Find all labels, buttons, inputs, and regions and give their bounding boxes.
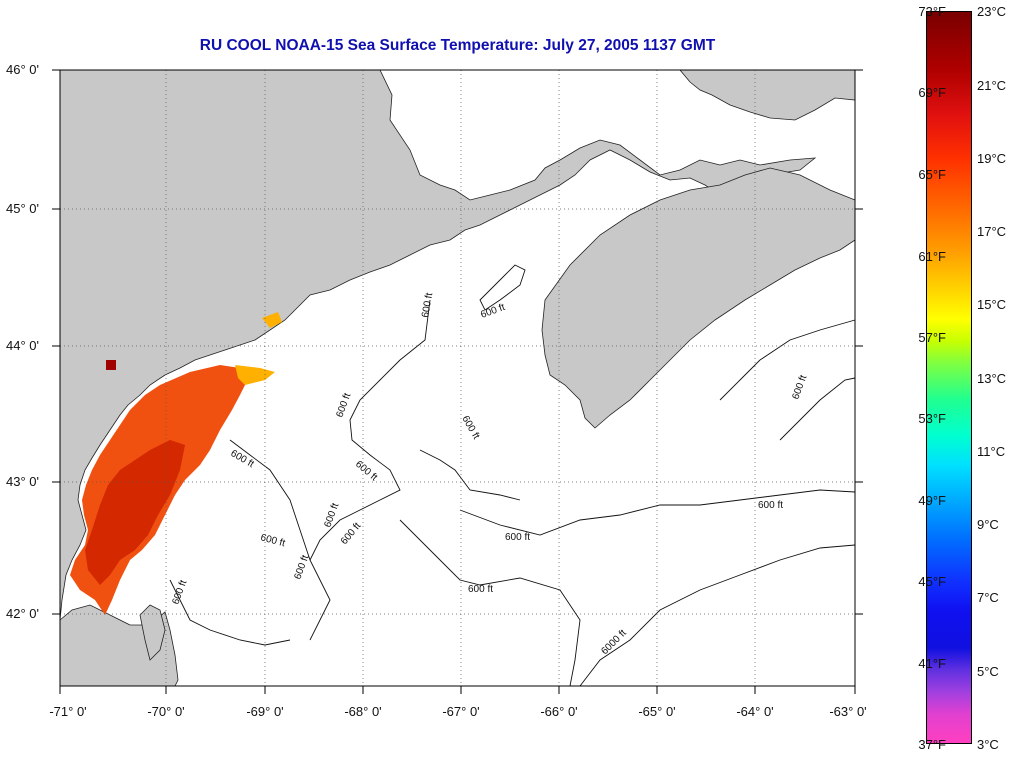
latitude-label: 45° 0' [6,201,39,216]
contour-line-8 [479,264,526,311]
contour-label: 600 ft [758,500,783,511]
contour-label: 600 ft [505,532,530,543]
longitude-label: -65° 0' [638,704,676,719]
contour-line-10 [419,449,521,501]
longitude-label: -68° 0' [344,704,382,719]
colorbar-fahrenheit-label: 49°F [918,493,946,508]
sst-plume-core [85,440,185,585]
colorbar-fahrenheit-label: 37°F [918,737,946,752]
longitude-label: -69° 0' [246,704,284,719]
colorbar-celsius-label: 5°C [977,664,999,679]
colorbar-celsius-label: 11°C [977,444,1006,459]
colorbar-celsius-label: 7°C [977,590,999,605]
colorbar-celsius-label: 19°C [977,151,1007,166]
colorbar-celsius-label: 17°C [977,224,1007,239]
longitude-label: -71° 0' [49,704,87,719]
sst-patch-small [106,360,116,370]
depth-contours [169,264,856,687]
colorbar-fahrenheit-label: 53°F [918,411,946,426]
longitude-label: -66° 0' [540,704,578,719]
longitude-label: -64° 0' [736,704,774,719]
longitude-label: -70° 0' [147,704,185,719]
contour-line-5 [579,544,856,687]
latitude-label: 44° 0' [6,338,39,353]
land-new-england [59,69,817,621]
map-title: RU COOL NOAA-15 Sea Surface Temperature:… [199,37,716,54]
contour-line-3 [399,519,581,687]
colorbar-fahrenheit-label: 41°F [918,656,946,671]
sst-plume [70,312,282,615]
colorbar-celsius-label: 23°C [977,4,1007,19]
sst-plume-edge-2 [262,312,282,328]
contour-line-9 [169,579,291,646]
latitude-label: 46° 0' [6,62,39,77]
land-masses [59,69,856,687]
colorbar-fahrenheit-label: 65°F [918,167,946,182]
contour-line-4 [459,489,856,536]
colorbar-fahrenheit-label: 73°F [918,4,946,19]
contour-label: 600 ft [468,584,493,595]
colorbar-celsius-label: 9°C [977,517,999,532]
colorbar-fahrenheit-label: 61°F [918,249,946,264]
contour-line-1 [309,299,431,641]
colorbar-fahrenheit-label: 45°F [918,574,946,589]
land-cape-cod-arm [139,604,166,661]
tick-marks [52,69,863,694]
colorbar-celsius-label: 13°C [977,371,1007,386]
colorbar-fahrenheit-label: 57°F [918,330,946,345]
colorbar-celsius-label: 21°C [977,78,1007,93]
colorbar-celsius-label: 15°C [977,297,1007,312]
plot-frame [59,69,856,687]
longitude-label: -67° 0' [442,704,480,719]
contour-line-6 [719,319,856,401]
land-nova-scotia [541,167,856,429]
contour-line-7 [779,377,856,441]
latitude-label: 42° 0' [6,606,39,621]
latitude-label: 43° 0' [6,474,39,489]
graticule [60,69,855,686]
colorbar-fahrenheit-label: 69°F [918,85,946,100]
colorbar-celsius-label: 3°C [977,737,999,752]
contour-label: 600 ft [420,292,435,319]
temperature-colorbar [926,11,972,744]
contour-line-2 [229,439,311,561]
longitude-label: -63° 0' [829,704,867,719]
